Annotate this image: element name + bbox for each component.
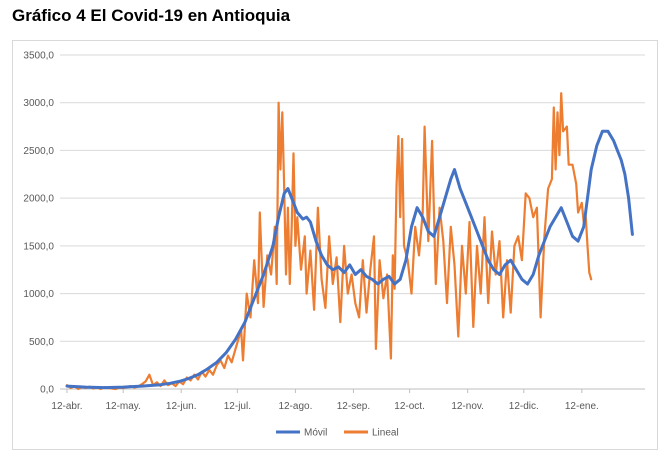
legend-label-lineal: Lineal [372, 428, 399, 439]
x-tick-label: 12-may. [105, 401, 140, 412]
x-tick-label: 12-dic. [509, 401, 539, 412]
y-tick-label: 2500,0 [23, 146, 54, 157]
x-axis-ticks: 12-abr. 12-may. 12-jun. 12-jul. 12-ago. 12-se… [51, 388, 645, 412]
series-lines [65, 92, 634, 391]
y-tick-label: 2000,0 [23, 194, 54, 205]
legend-label-movil: Móvil [304, 428, 327, 439]
y-tick-label: 0,0 [40, 385, 54, 396]
y-tick-label: 1000,0 [23, 289, 54, 300]
x-tick-label: 12-ago. [278, 401, 312, 412]
x-tick-label: 12-abr. [51, 401, 82, 412]
x-tick-label: 12-nov. [451, 401, 484, 412]
x-tick-label: 12-sep. [337, 401, 370, 412]
chart-title: Gráfico 4 El Covid-19 en Antioquia [12, 6, 291, 25]
x-tick-label: 12-jul. [224, 401, 251, 412]
gridlines [60, 54, 645, 390]
y-tick-label: 500,0 [29, 337, 54, 348]
x-tick-label: 12-ene. [565, 401, 599, 412]
y-tick-label: 3000,0 [23, 98, 54, 109]
series-line-lineal [65, 92, 593, 391]
x-tick-label: 12-oct. [394, 401, 425, 412]
chart-frame [12, 40, 658, 450]
y-axis-ticks: 0,0 500,0 1000,0 1500,0 2000,0 2500,0 3000,0 35… [23, 51, 54, 396]
legend: Móvil Lineal [276, 428, 399, 439]
x-tick-label: 12-jun. [166, 401, 197, 412]
series-line-movil [65, 129, 634, 390]
y-tick-label: 1500,0 [23, 241, 54, 252]
y-tick-label: 3500,0 [23, 51, 54, 62]
